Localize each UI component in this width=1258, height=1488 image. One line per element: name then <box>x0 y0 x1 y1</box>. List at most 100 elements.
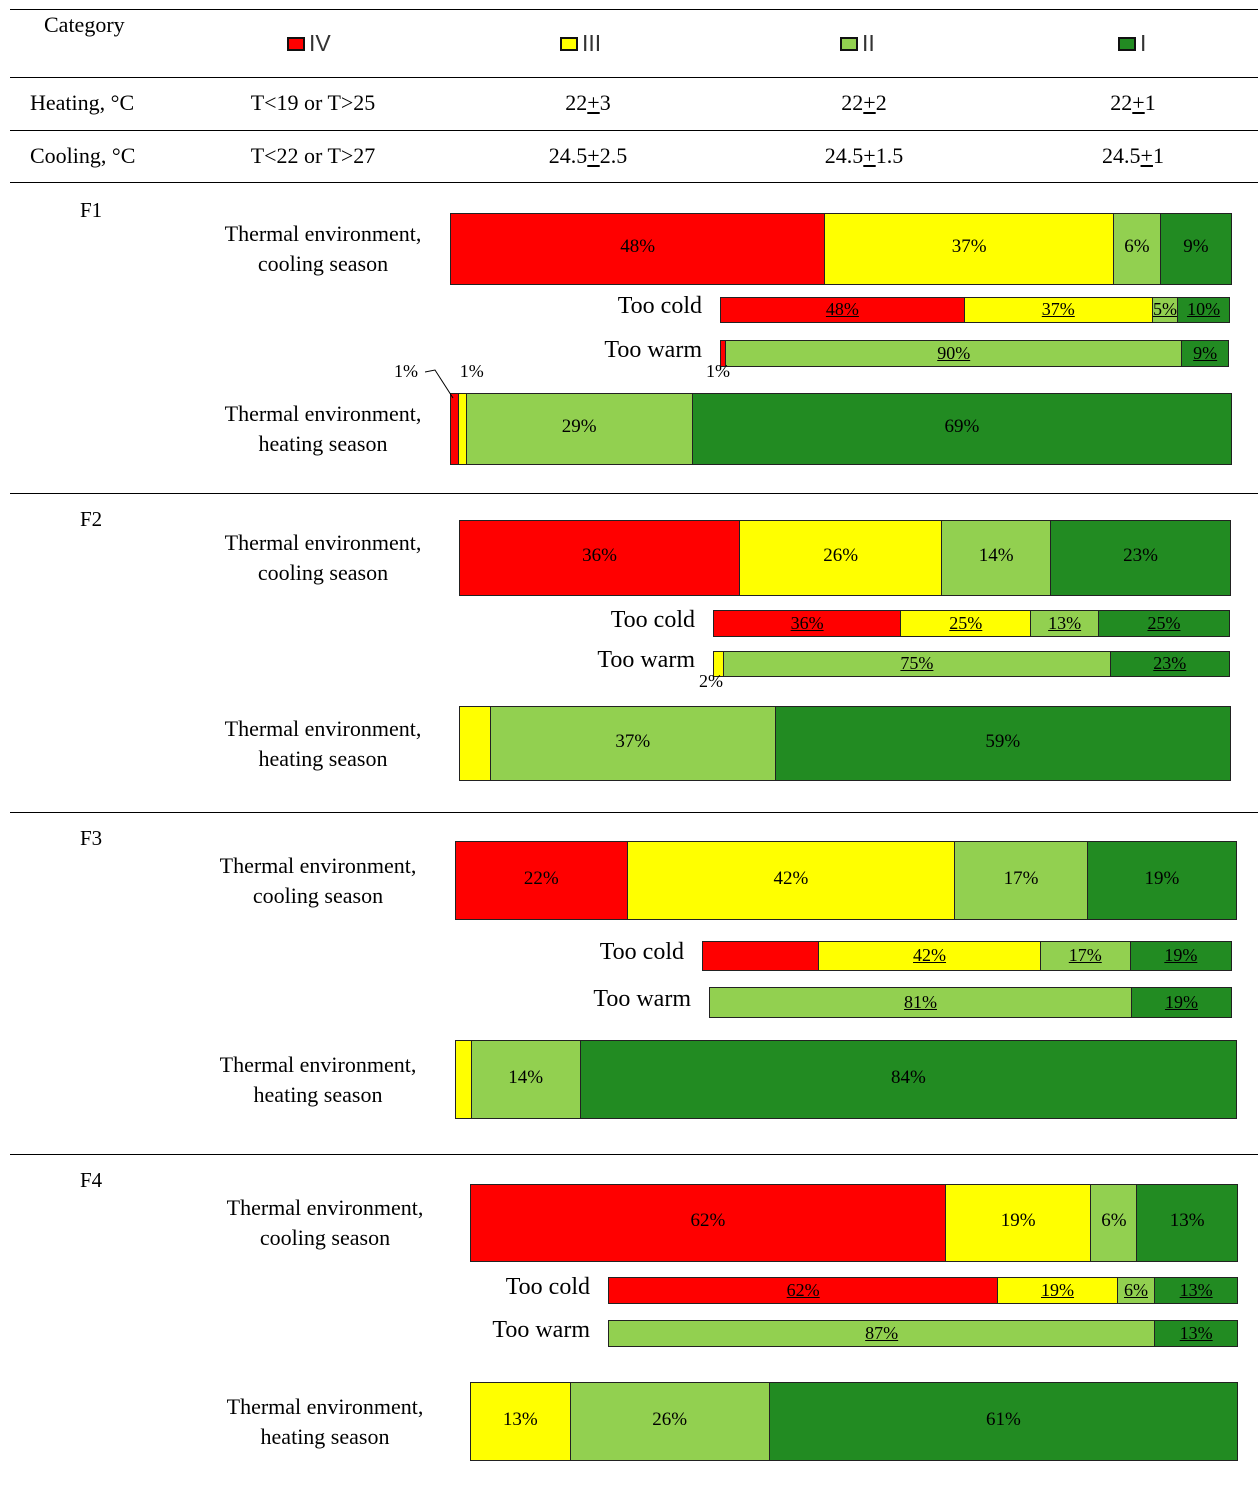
bar-segment-i: 19% <box>1087 842 1236 919</box>
cooling-label: Cooling, °C <box>30 143 136 168</box>
panel-label-f1: F1 <box>80 198 103 222</box>
stacked-bar: 48% 37% 6% 9% <box>450 213 1232 285</box>
data-label: 48% <box>620 236 656 257</box>
bar-segment-iv <box>703 942 820 970</box>
bar-segment-ii: 6% <box>1091 1185 1138 1261</box>
bar-segment-iv: 48% <box>451 214 826 284</box>
table-rule <box>10 182 1258 183</box>
legend-item-ii: II <box>840 30 875 57</box>
heating-value-ii: 22+2 <box>841 90 887 115</box>
data-label: 13% <box>1179 1279 1213 1300</box>
data-label: 37% <box>615 730 651 752</box>
legend-swatch-iii <box>560 36 578 51</box>
bar-label: Thermal environment, cooling season <box>224 530 422 585</box>
stacked-bar: 14% 84% <box>455 1040 1237 1119</box>
data-label: 37% <box>951 236 987 257</box>
bar-segment-iii: 42% <box>627 842 956 919</box>
bar-segment-ii: 29% <box>466 394 693 464</box>
data-label: 5% <box>1152 299 1177 319</box>
data-label: 14% <box>978 545 1014 566</box>
bar-segment-ii: 75% <box>724 652 1111 676</box>
bar-segment-ii: 81% <box>710 988 1132 1017</box>
table-rule <box>10 1154 1258 1155</box>
bar-segment-i: 9% <box>1160 214 1231 284</box>
bar-segment-i: 23% <box>1051 521 1230 595</box>
stacked-bar: 37% 59% <box>459 706 1231 781</box>
bar-segment-i: 23% <box>1110 652 1229 676</box>
legend-label-ii: II <box>862 30 875 56</box>
bar-label: Too cold <box>610 606 695 633</box>
panel-label-f2: F2 <box>80 507 103 531</box>
bar-segment-iv: 62% <box>471 1185 946 1261</box>
bar-segment-iv: 22% <box>456 842 628 919</box>
data-label: 17% <box>1068 945 1102 965</box>
bar-segment-i: 13% <box>1155 1278 1237 1303</box>
bar-label: Thermal environment, heating season <box>226 1393 424 1449</box>
data-label: 26% <box>652 1408 688 1430</box>
data-label: 9% <box>1193 342 1218 363</box>
data-label: 25% <box>1147 612 1181 633</box>
legend-label-i: I <box>1140 30 1147 56</box>
data-label: 22% <box>523 867 559 889</box>
data-label: 13% <box>1169 1210 1205 1231</box>
heating-value-i: 22+1 <box>1110 90 1156 115</box>
heating-label: Heating, °C <box>30 90 135 115</box>
data-label: 13% <box>1179 1322 1213 1343</box>
bar-segment-iv: 36% <box>714 611 902 636</box>
data-label: 36% <box>582 545 617 566</box>
bar-segment-iv: 48% <box>721 298 965 322</box>
bar-label: Too warm <box>593 985 691 1012</box>
bar-segment-i: 25% <box>1098 611 1229 636</box>
cooling-value-i: 24.5+1 <box>1102 143 1164 168</box>
data-label: 6% <box>1101 1210 1127 1231</box>
table-rule <box>10 493 1258 494</box>
legend-swatch-iv <box>287 36 305 51</box>
bar-label: Thermal environment, heating season <box>224 715 422 771</box>
bar-segment-iv: 36% <box>460 521 740 595</box>
table-rule <box>10 130 1258 131</box>
bar-segment-i: 69% <box>692 394 1231 464</box>
data-label: 42% <box>773 867 809 889</box>
panel-label-f4: F4 <box>80 1168 103 1192</box>
bar-segment-ii: 17% <box>1040 942 1131 970</box>
bar-segment-iii: 42% <box>819 942 1041 970</box>
table-rule <box>10 77 1258 78</box>
bar-label: Too cold <box>617 293 702 319</box>
data-label: 23% <box>1153 653 1187 673</box>
bar-label: Too warm <box>604 336 702 363</box>
bar-segment-i: 19% <box>1130 942 1231 970</box>
data-label: 84% <box>890 1066 926 1088</box>
legend-item-iv: IV <box>287 30 331 57</box>
stacked-bar: 29% 69% <box>450 393 1232 465</box>
bar-segment-i: 59% <box>775 707 1230 780</box>
legend-item-iii: III <box>560 30 601 57</box>
data-label: 6% <box>1124 1279 1148 1300</box>
bar-label: Too cold <box>599 939 684 965</box>
bar-segment-ii: 90% <box>726 341 1183 366</box>
data-label: 75% <box>900 653 934 673</box>
data-label: 19% <box>1000 1210 1036 1231</box>
data-label: 48% <box>825 299 859 319</box>
data-label: 19% <box>1164 945 1198 965</box>
data-label: 14% <box>508 1066 544 1088</box>
category-header: Category <box>44 12 125 37</box>
stacked-bar: 48% 37% 5% 10% <box>720 297 1230 323</box>
bar-label: Too warm <box>492 1316 590 1343</box>
callout-leader-line <box>425 369 454 399</box>
bar-segment-iii: 19% <box>945 1185 1092 1261</box>
bar-segment-iii <box>458 394 467 464</box>
bar-segment-iv <box>451 394 459 464</box>
data-label: 62% <box>690 1210 726 1231</box>
data-label: 69% <box>944 416 980 437</box>
stacked-bar: 22% 42% 17% 19% <box>455 841 1237 920</box>
data-label: 25% <box>949 612 983 633</box>
bar-segment-iii: 25% <box>901 611 1032 636</box>
data-label: 42% <box>913 945 947 965</box>
stacked-bar: 13% 26% 61% <box>470 1382 1238 1461</box>
stacked-bar: 36% 25% 13% 25% <box>713 610 1230 637</box>
bar-segment-iii: 37% <box>825 214 1114 284</box>
bar-segment-iii <box>714 652 725 676</box>
legend-item-i: I <box>1118 30 1146 57</box>
stacked-bar: 81% 19% <box>709 987 1232 1018</box>
table-rule <box>10 9 1258 10</box>
